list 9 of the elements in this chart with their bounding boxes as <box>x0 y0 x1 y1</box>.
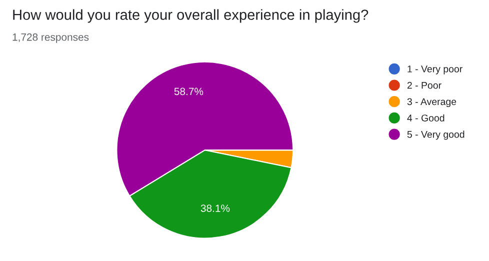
legend-label: 3 - Average <box>407 98 456 108</box>
legend-label: 1 - Very poor <box>408 66 462 74</box>
data-label: 58.7% <box>174 88 204 96</box>
legend-label: 2 - Poor <box>407 82 442 89</box>
chart-title: How would you rate your overall experience in playing? <box>13 9 368 23</box>
legend-label: 4 - Good <box>407 114 444 122</box>
legend-label: 5 - Very good <box>407 130 464 140</box>
chart-subtitle: 1,728 responses <box>12 33 89 43</box>
data-label: 38.1% <box>200 204 230 212</box>
